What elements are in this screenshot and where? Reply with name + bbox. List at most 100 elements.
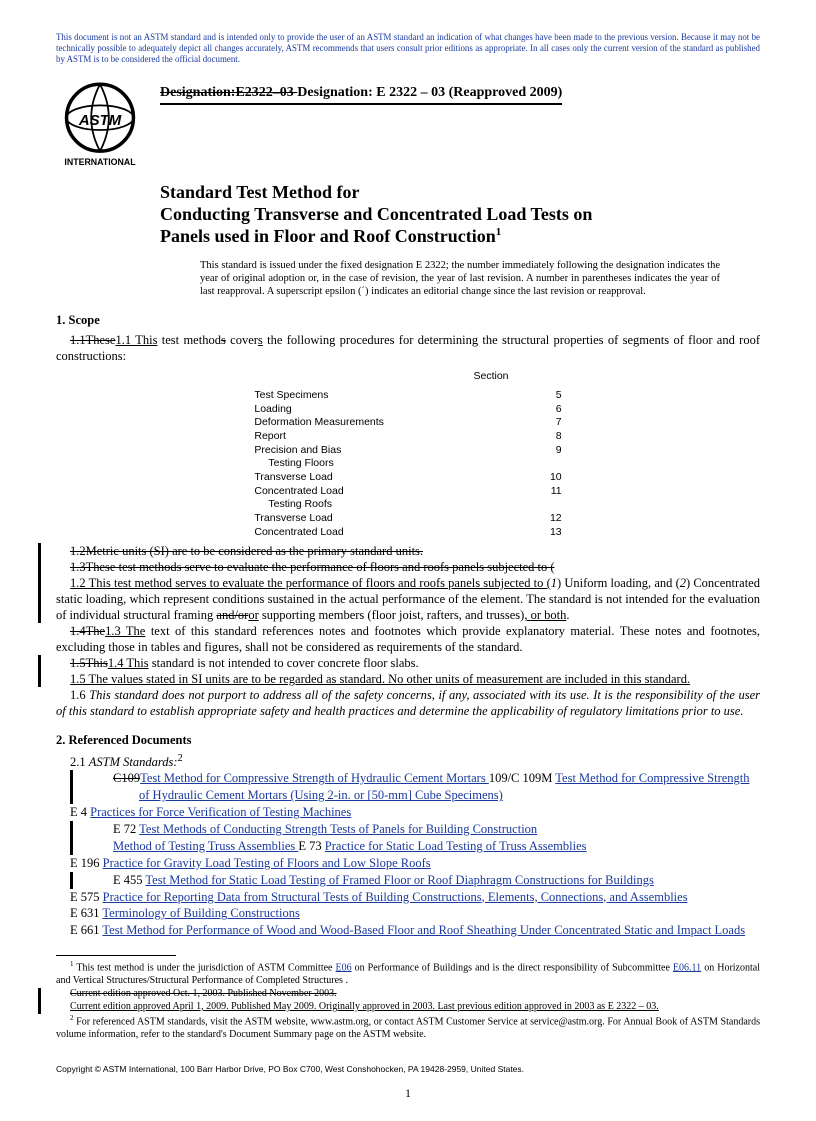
reference-item: C109Test Method for Compressive Strength… (113, 770, 760, 804)
scope-1-6: 1.6 This standard does not purport to ad… (56, 687, 760, 719)
designation-old: Designation:E2322–03 (160, 85, 297, 100)
title-line-2: Conducting Transverse and Concentrated L… (160, 204, 592, 224)
refdocs-sub: 2.1 ASTM Standards:2 (56, 752, 760, 770)
t: 2 (178, 753, 183, 764)
section-row-label: Transverse Load (248, 512, 390, 526)
svg-text:ASTM: ASTM (78, 112, 122, 129)
footnote-1-strike: Current edition approved Oct. 1, 2003. P… (56, 988, 760, 1001)
t: or (248, 608, 258, 622)
copyright: Copyright © ASTM International, 100 Barr… (56, 1064, 760, 1074)
reference-item: Method of Testing Truss Assemblies E 73 … (113, 838, 760, 855)
title-line-1: Standard Test Method for (160, 182, 360, 202)
footnote-2: 2 For referenced ASTM standards, visit t… (56, 1014, 760, 1042)
change-bar-ref: E 72 Test Methods of Conducting Strength… (70, 821, 760, 838)
scope-1-3-strike: 1.3These test methods serve to evaluate … (56, 559, 760, 575)
page-number: 1 (56, 1086, 760, 1101)
section-row-num: 12 (390, 512, 568, 526)
reference-list: C109Test Method for Compressive Strength… (56, 770, 760, 939)
reference-item: E 4 Practices for Force Verification of … (70, 804, 760, 821)
t: text of this standard references notes a… (56, 624, 760, 654)
committee-link[interactable]: E06 (336, 962, 352, 973)
t: test method (157, 333, 221, 347)
reference-item: E 575 Practice for Reporting Data from S… (70, 889, 760, 906)
section-table-body: Test Specimens5Loading6Deformation Measu… (248, 389, 567, 539)
scope-1-1: 1.1These1.1 This test methods covers the… (56, 332, 760, 364)
t: 1.2 This test method serves to evaluate … (70, 576, 551, 590)
change-bar-fn: Current edition approved Oct. 1, 2003. P… (38, 988, 760, 1014)
title-line-3: Panels used in Floor and Roof Constructi… (160, 226, 496, 246)
t: For referenced ASTM standards, visit the… (56, 1016, 760, 1040)
title-super: 1 (496, 226, 502, 238)
scope-1-4: 1.5This1.4 This standard is not intended… (56, 655, 760, 671)
scope-heading: 1. Scope (56, 313, 760, 328)
t: 1.4The (70, 624, 105, 638)
footnotes: 1 This test method is under the jurisdic… (56, 960, 760, 1041)
t: 1.3 The (105, 624, 145, 638)
t: 1.1These (70, 333, 115, 347)
header-row: ASTM INTERNATIONAL Designation:E2322–03 … (56, 79, 760, 172)
svg-text:INTERNATIONAL: INTERNATIONAL (64, 158, 136, 168)
section-row-num: 9 (390, 444, 568, 458)
section-row-label: Concentrated Load (248, 485, 390, 499)
section-row-label: Report (248, 430, 390, 444)
t: ASTM Standards: (89, 755, 178, 769)
section-row-num: 6 (390, 403, 568, 417)
reference-item: E 661 Test Method for Performance of Woo… (70, 922, 760, 939)
change-bar-ref: C109Test Method for Compressive Strength… (70, 770, 760, 804)
section-row-label: Loading (248, 403, 390, 417)
footnote-1-new: Current edition approved April 1, 2009. … (56, 1001, 760, 1014)
doc-title: Standard Test Method for Conducting Tran… (160, 182, 760, 247)
section-row-num (390, 498, 568, 512)
t: cover (226, 333, 258, 347)
astm-logo: ASTM INTERNATIONAL (56, 79, 144, 172)
section-row-label: Concentrated Load (248, 526, 390, 540)
col-section: Section (313, 370, 514, 384)
section-row-label: Testing Roofs (248, 498, 390, 512)
footnote-separator (56, 955, 176, 956)
t: standard is not intended to cover concre… (149, 656, 419, 670)
designation-wrap: Designation:E2322–03 Designation: E 2322… (160, 79, 562, 105)
t: 2.1 (70, 755, 89, 769)
t: 1.5This (70, 656, 108, 670)
redline-notice: This document is not an ASTM standard an… (56, 32, 760, 65)
scope-1-2: 1.2 This test method serves to evaluate … (56, 575, 760, 623)
section-row-num: 10 (390, 471, 568, 485)
section-row-num: 11 (390, 485, 568, 499)
section-row-label: Testing Floors (248, 457, 390, 471)
issued-note: This standard is issued under the fixed … (200, 259, 720, 298)
t: on Performance of Buildings and is the d… (352, 962, 673, 973)
t: 1.4 This (108, 656, 149, 670)
reference-item: E 455 Test Method for Static Load Testin… (113, 872, 760, 889)
scope-1-5: 1.5 The values stated in SI units are to… (56, 671, 760, 687)
section-row-label: Test Specimens (248, 389, 390, 403)
reference-item: E 631 Terminology of Building Constructi… (70, 905, 760, 922)
reference-item: E 196 Practice for Gravity Load Testing … (70, 855, 760, 872)
change-bar-2: 1.5This1.4 This standard is not intended… (38, 655, 760, 687)
title-block: Standard Test Method for Conducting Tran… (160, 182, 760, 298)
designation-new: Designation: E 2322 – 03 (Reapproved 200… (297, 85, 562, 100)
change-bar-ref: E 455 Test Method for Static Load Testin… (70, 872, 760, 889)
section-row-num: 13 (390, 526, 568, 540)
section-table: Section (301, 370, 514, 384)
section-row-label: Transverse Load (248, 471, 390, 485)
t: and/or (216, 608, 248, 622)
reference-item: E 72 Test Methods of Conducting Strength… (113, 821, 760, 838)
t: This test method is under the jurisdicti… (74, 962, 336, 973)
designation-line: Designation:E2322–03 Designation: E 2322… (160, 85, 562, 105)
t: This standard does not purport to addres… (56, 688, 760, 718)
t: , or both (524, 608, 566, 622)
t: ) Uniform loading, and ( (557, 576, 680, 590)
page: This document is not an ASTM standard an… (0, 0, 816, 1121)
section-row-label: Deformation Measurements (248, 416, 390, 430)
section-row-num (390, 457, 568, 471)
subcommittee-link[interactable]: E06.11 (673, 962, 701, 973)
section-row-num: 5 (390, 389, 568, 403)
t: supporting members (floor joist, rafters… (259, 608, 525, 622)
refdocs-heading: 2. Referenced Documents (56, 733, 760, 748)
t: 1.1 This (115, 333, 157, 347)
change-bar-ref: Method of Testing Truss Assemblies E 73 … (70, 838, 760, 855)
section-row-num: 7 (390, 416, 568, 430)
t: . (566, 608, 569, 622)
scope-1-2-strike: 1.2Metric units (SI) are to be considere… (56, 543, 760, 559)
section-row-label: Precision and Bias (248, 444, 390, 458)
